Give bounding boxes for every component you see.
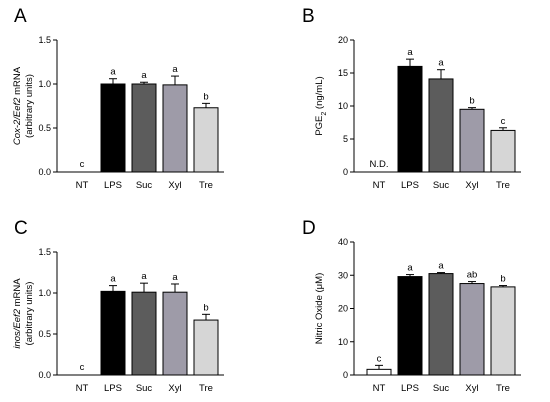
significance-label: a bbox=[141, 70, 147, 81]
x-tick-label: NT bbox=[76, 383, 89, 394]
y-tick-label: 30 bbox=[338, 270, 348, 280]
y-tick-label: 0.5 bbox=[38, 123, 51, 133]
x-tick-label: LPS bbox=[401, 383, 419, 394]
y-tick-label: 10 bbox=[338, 337, 348, 347]
bar-tre bbox=[193, 107, 219, 173]
panel-letter: A bbox=[14, 6, 27, 27]
y-tick-label: 0 bbox=[343, 167, 348, 177]
significance-label: a bbox=[438, 261, 444, 272]
y-tick-label: 40 bbox=[338, 237, 348, 247]
x-tick-label: Tre bbox=[496, 383, 510, 394]
x-tick-label: Suc bbox=[433, 383, 450, 394]
bar-suc bbox=[428, 78, 454, 173]
significance-label: a bbox=[110, 67, 116, 78]
significance-label: b bbox=[469, 96, 474, 107]
x-tick-label: Tre bbox=[199, 180, 213, 191]
panel-letter: B bbox=[302, 6, 315, 27]
panel-letter: D bbox=[302, 218, 316, 239]
bar-suc bbox=[131, 291, 157, 376]
y-tick-label: 1.5 bbox=[38, 35, 51, 45]
panel-c: C 0.0 0.5 1.0 1.5 c NT a LPS a Suc a Xyl b Tre inos/Eef… bbox=[12, 218, 224, 394]
y-axis-title: Nitric Oxide (μM) bbox=[314, 273, 325, 344]
significance-label: a bbox=[172, 272, 178, 283]
y-tick-label: 0.0 bbox=[38, 370, 51, 380]
significance-label: a bbox=[438, 58, 444, 69]
y-axis-title-line2: (arbitrary units) bbox=[24, 74, 35, 138]
y-tick-label: 1.5 bbox=[38, 247, 51, 257]
significance-label: a bbox=[110, 274, 116, 285]
significance-label: c bbox=[80, 159, 85, 170]
y-tick-label: 0.5 bbox=[38, 329, 51, 339]
x-tick-label: Suc bbox=[136, 180, 153, 191]
y-axis-title: inos/Eef2 mRNA bbox=[12, 278, 23, 349]
bar-lps bbox=[397, 65, 423, 173]
y-tick-label: 20 bbox=[338, 304, 348, 314]
bar-lps bbox=[100, 83, 126, 173]
bar-xyl bbox=[459, 283, 485, 376]
x-tick-label: Xyl bbox=[168, 180, 181, 191]
x-tick-label: NT bbox=[76, 180, 89, 191]
x-tick-label: Xyl bbox=[168, 383, 181, 394]
significance-label: b bbox=[203, 91, 208, 102]
significance-label: N.D. bbox=[370, 159, 389, 170]
x-tick-label: Xyl bbox=[465, 180, 478, 191]
panel-letter: C bbox=[14, 218, 28, 239]
panel-d: D 0 10 20 30 40 c NT a LPS a Suc ab Xyl b Tre Nitric Oxi… bbox=[302, 218, 521, 394]
x-tick-label: NT bbox=[373, 180, 386, 191]
significance-label: a bbox=[172, 64, 178, 75]
y-tick-label: 0 bbox=[343, 370, 348, 380]
significance-label: c bbox=[80, 362, 85, 373]
y-axis-title-line2: (arbitrary units) bbox=[24, 282, 35, 346]
x-tick-label: Xyl bbox=[465, 383, 478, 394]
significance-label: b bbox=[203, 302, 208, 313]
bar-nt bbox=[366, 368, 392, 376]
significance-label: b bbox=[500, 274, 505, 285]
y-tick-label: 1.0 bbox=[38, 288, 51, 298]
x-tick-label: LPS bbox=[104, 383, 122, 394]
significance-label: c bbox=[377, 353, 382, 364]
bar-xyl bbox=[162, 84, 188, 173]
y-tick-label: 5 bbox=[343, 134, 348, 144]
bar-lps bbox=[397, 276, 423, 376]
bar-lps bbox=[100, 290, 126, 376]
y-tick-label: 20 bbox=[338, 35, 348, 45]
x-tick-label: NT bbox=[373, 383, 386, 394]
significance-label: a bbox=[407, 47, 413, 58]
y-tick-label: 1.0 bbox=[38, 79, 51, 89]
panel-b: B 0 5 10 15 20 N.D. NT a LPS a Suc b Xyl c Tre PGE2 (ng/… bbox=[302, 6, 521, 191]
significance-label: ab bbox=[467, 270, 478, 281]
y-tick-label: 0.0 bbox=[38, 167, 51, 177]
significance-label: a bbox=[141, 271, 147, 282]
significance-label: a bbox=[407, 263, 413, 274]
y-axis-title: PGE2 (ng/mL) bbox=[314, 76, 328, 135]
bar-xyl bbox=[162, 291, 188, 376]
x-tick-label: LPS bbox=[104, 180, 122, 191]
y-tick-label: 15 bbox=[338, 68, 348, 78]
significance-label: c bbox=[501, 116, 506, 127]
bar-tre bbox=[193, 319, 219, 376]
bar-xyl bbox=[459, 108, 485, 173]
x-tick-label: LPS bbox=[401, 180, 419, 191]
bar-suc bbox=[131, 83, 157, 173]
y-tick-label: 10 bbox=[338, 101, 348, 111]
x-tick-label: Tre bbox=[199, 383, 213, 394]
bar-suc bbox=[428, 273, 454, 376]
bar-tre bbox=[490, 129, 516, 173]
x-tick-label: Tre bbox=[496, 180, 510, 191]
x-tick-label: Suc bbox=[433, 180, 450, 191]
panel-a: A 0.0 0.5 1.0 1.5 c NT a LPS a Suc a Xyl b Tre Cox-2/Ee… bbox=[12, 6, 224, 191]
bar-tre bbox=[490, 286, 516, 376]
x-tick-label: Suc bbox=[136, 383, 153, 394]
y-axis-title: Cox-2/Eef2 mRNA bbox=[12, 66, 23, 145]
